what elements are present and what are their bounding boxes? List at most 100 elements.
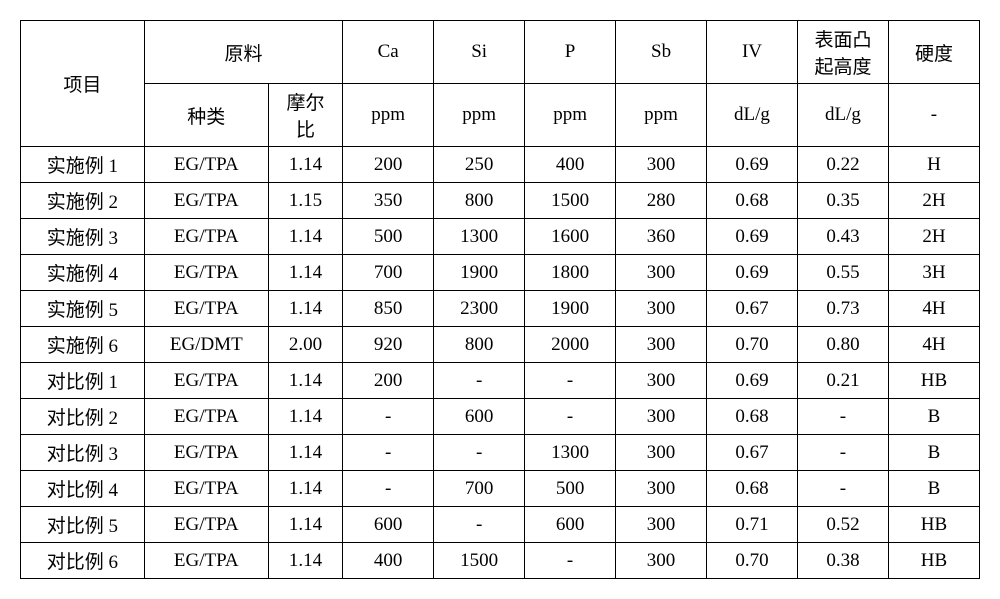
cell-iv: 0.69 xyxy=(707,219,798,255)
cell-p: 1900 xyxy=(525,291,616,327)
cell-hard: H xyxy=(888,147,979,183)
cell-p: 1300 xyxy=(525,435,616,471)
cell-type: EG/DMT xyxy=(144,327,268,363)
cell-p: 2000 xyxy=(525,327,616,363)
cell-mole: 1.14 xyxy=(268,399,343,435)
cell-si: - xyxy=(434,363,525,399)
cell-type: EG/TPA xyxy=(144,183,268,219)
unit-ca: ppm xyxy=(343,84,434,147)
cell-p: 1500 xyxy=(525,183,616,219)
cell-type: EG/TPA xyxy=(144,471,268,507)
cell-height: 0.43 xyxy=(797,219,888,255)
cell-ca: 200 xyxy=(343,363,434,399)
cell-iv: 0.67 xyxy=(707,291,798,327)
cell-type: EG/TPA xyxy=(144,219,268,255)
cell-hard: B xyxy=(888,471,979,507)
cell-si: 700 xyxy=(434,471,525,507)
cell-sb: 300 xyxy=(616,147,707,183)
cell-sb: 300 xyxy=(616,327,707,363)
table-body: 实施例 1EG/TPA1.142002504003000.690.22H实施例 … xyxy=(21,147,980,579)
cell-sb: 300 xyxy=(616,291,707,327)
cell-sb: 300 xyxy=(616,399,707,435)
col-height: 表面凸 起高度 xyxy=(797,21,888,84)
unit-hardness: - xyxy=(888,84,979,147)
cell-p: 1800 xyxy=(525,255,616,291)
cell-sb: 300 xyxy=(616,255,707,291)
col-si: Si xyxy=(434,21,525,84)
cell-ca: 350 xyxy=(343,183,434,219)
cell-name: 实施例 4 xyxy=(21,255,145,291)
cell-mole: 1.14 xyxy=(268,543,343,579)
cell-iv: 0.69 xyxy=(707,147,798,183)
cell-name: 对比例 1 xyxy=(21,363,145,399)
cell-mole: 1.15 xyxy=(268,183,343,219)
cell-si: 250 xyxy=(434,147,525,183)
cell-p: 500 xyxy=(525,471,616,507)
cell-type: EG/TPA xyxy=(144,291,268,327)
col-p: P xyxy=(525,21,616,84)
cell-height: - xyxy=(797,399,888,435)
table-row: 对比例 5EG/TPA1.14600-6003000.710.52HB xyxy=(21,507,980,543)
cell-hard: 4H xyxy=(888,291,979,327)
table-row: 实施例 1EG/TPA1.142002504003000.690.22H xyxy=(21,147,980,183)
cell-ca: - xyxy=(343,399,434,435)
cell-name: 对比例 3 xyxy=(21,435,145,471)
cell-height: 0.52 xyxy=(797,507,888,543)
cell-si: 600 xyxy=(434,399,525,435)
unit-iv: dL/g xyxy=(707,84,798,147)
cell-iv: 0.67 xyxy=(707,435,798,471)
cell-ca: - xyxy=(343,435,434,471)
header-row-2: 种类 摩尔 比 ppm ppm ppm ppm dL/g dL/g - xyxy=(21,84,980,147)
cell-iv: 0.68 xyxy=(707,471,798,507)
cell-si: 800 xyxy=(434,327,525,363)
cell-sb: 360 xyxy=(616,219,707,255)
cell-height: - xyxy=(797,471,888,507)
cell-sb: 300 xyxy=(616,507,707,543)
table-row: 对比例 6EG/TPA1.144001500-3000.700.38HB xyxy=(21,543,980,579)
cell-mole: 2.00 xyxy=(268,327,343,363)
cell-name: 对比例 2 xyxy=(21,399,145,435)
cell-si: 800 xyxy=(434,183,525,219)
cell-p: - xyxy=(525,363,616,399)
cell-sb: 280 xyxy=(616,183,707,219)
cell-height: - xyxy=(797,435,888,471)
cell-iv: 0.70 xyxy=(707,327,798,363)
table-row: 实施例 5EG/TPA1.14850230019003000.670.734H xyxy=(21,291,980,327)
cell-hard: HB xyxy=(888,363,979,399)
cell-iv: 0.71 xyxy=(707,507,798,543)
cell-name: 实施例 6 xyxy=(21,327,145,363)
cell-name: 对比例 6 xyxy=(21,543,145,579)
cell-iv: 0.69 xyxy=(707,255,798,291)
cell-iv: 0.68 xyxy=(707,399,798,435)
cell-mole: 1.14 xyxy=(268,255,343,291)
cell-mole: 1.14 xyxy=(268,471,343,507)
col-hardness: 硬度 xyxy=(888,21,979,84)
col-iv: IV xyxy=(707,21,798,84)
cell-ca: 500 xyxy=(343,219,434,255)
cell-si: 1900 xyxy=(434,255,525,291)
cell-name: 实施例 1 xyxy=(21,147,145,183)
cell-height: 0.21 xyxy=(797,363,888,399)
cell-name: 实施例 3 xyxy=(21,219,145,255)
col-sb: Sb xyxy=(616,21,707,84)
table-row: 实施例 2EG/TPA1.1535080015002800.680.352H xyxy=(21,183,980,219)
table-row: 实施例 4EG/TPA1.14700190018003000.690.553H xyxy=(21,255,980,291)
cell-ca: 200 xyxy=(343,147,434,183)
cell-mole: 1.14 xyxy=(268,147,343,183)
header-row-1: 项目 原料 Ca Si P Sb IV 表面凸 起高度 硬度 xyxy=(21,21,980,84)
cell-name: 实施例 2 xyxy=(21,183,145,219)
cell-height: 0.55 xyxy=(797,255,888,291)
cell-mole: 1.14 xyxy=(268,363,343,399)
cell-hard: HB xyxy=(888,507,979,543)
cell-p: 600 xyxy=(525,507,616,543)
cell-iv: 0.70 xyxy=(707,543,798,579)
cell-si: - xyxy=(434,507,525,543)
cell-hard: B xyxy=(888,435,979,471)
unit-p: ppm xyxy=(525,84,616,147)
col-mole: 摩尔 比 xyxy=(268,84,343,147)
cell-ca: - xyxy=(343,471,434,507)
col-project: 项目 xyxy=(21,21,145,147)
cell-type: EG/TPA xyxy=(144,255,268,291)
cell-hard: 2H xyxy=(888,219,979,255)
cell-hard: 3H xyxy=(888,255,979,291)
